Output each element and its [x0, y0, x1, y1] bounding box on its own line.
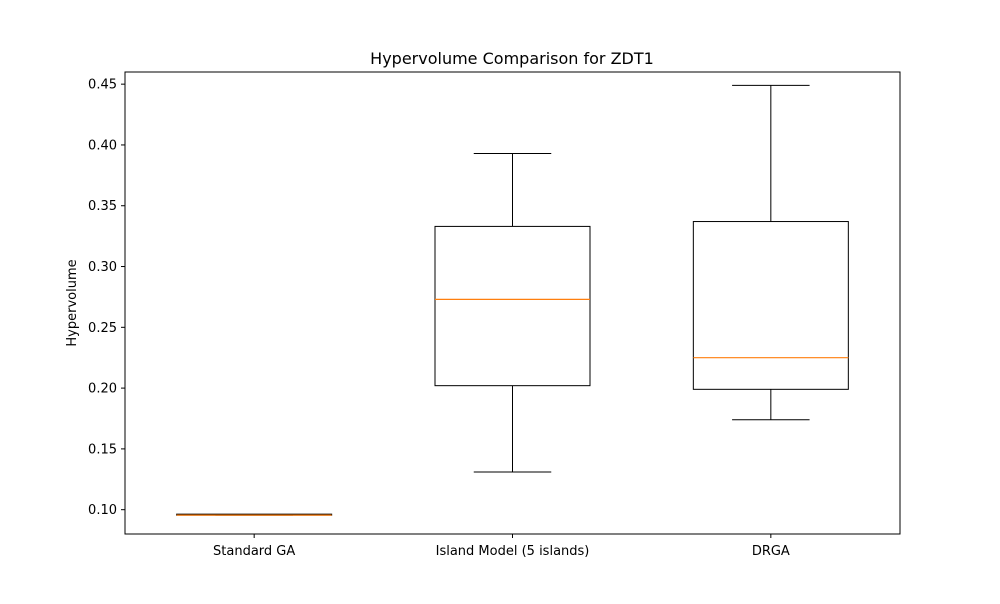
x-tick-label: Standard GA — [213, 544, 295, 559]
y-axis-label: Hypervolume — [65, 259, 80, 346]
y-tick-label: 0.25 — [88, 321, 117, 336]
plot-area: 0.10 0.15 0.20 0.25 0.30 0.35 0.40 0.45 Standard… — [88, 71, 901, 559]
y-tick-label: 0.15 — [88, 442, 117, 457]
y-tick-label: 0.20 — [88, 382, 117, 397]
iqr-box — [692, 221, 849, 390]
x-tick-label: Island Model (5 islands) — [436, 544, 590, 559]
y-tick-label: 0.40 — [88, 138, 117, 153]
y-tick-label: 0.30 — [88, 260, 117, 275]
x-tick-label: DRGA — [752, 544, 790, 559]
y-tick-label: 0.10 — [88, 503, 117, 518]
chart-title: Hypervolume Comparison for ZDT1 — [370, 49, 654, 68]
iqr-box — [434, 225, 591, 387]
y-tick-label: 0.45 — [88, 78, 117, 93]
y-tick-label: 0.35 — [88, 199, 117, 214]
